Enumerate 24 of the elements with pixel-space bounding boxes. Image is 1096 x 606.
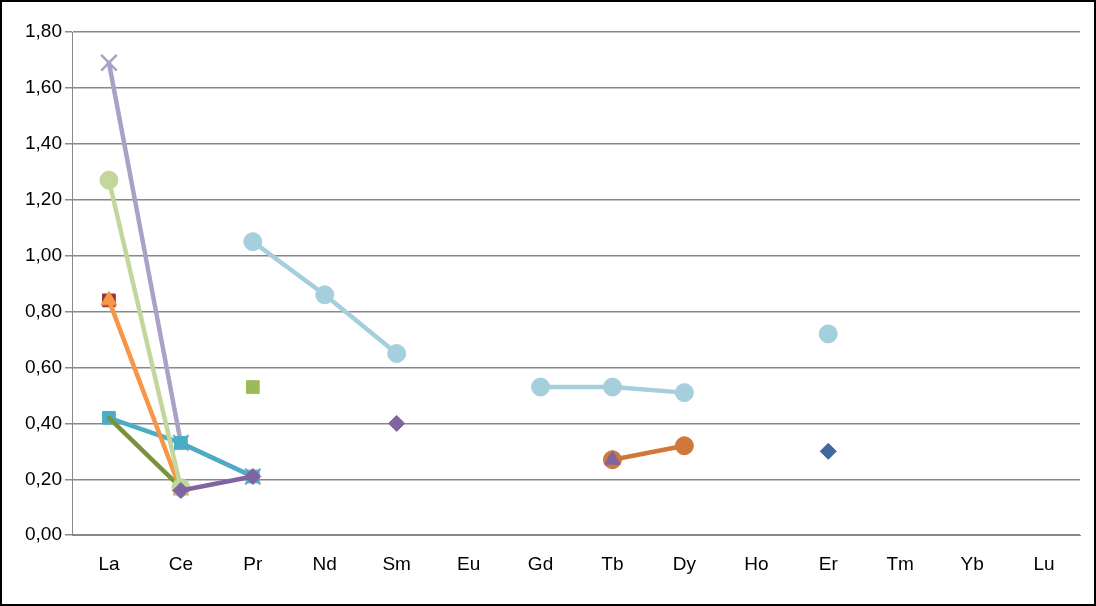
x-tick-label: Tm <box>886 552 914 574</box>
x-tick-label: Eu <box>456 552 481 574</box>
x-tick-label: Ho <box>744 552 769 574</box>
x-tick-label: La <box>98 552 120 574</box>
y-tick-label: 1,20 <box>25 187 62 209</box>
y-tick-label: 0,20 <box>25 467 62 489</box>
x-tick-label: Nd <box>312 552 337 574</box>
x-tick-label: Yb <box>960 552 984 574</box>
x-tick-label: Tb <box>601 552 624 574</box>
y-tick-label: 0,00 <box>25 523 62 545</box>
x-tick-label: Lu <box>1033 552 1055 574</box>
y-tick-label: 1,00 <box>25 243 62 265</box>
x-tick-label: Er <box>818 552 839 574</box>
y-tick-label: 1,60 <box>25 76 62 98</box>
x-tick-label: Gd <box>527 552 554 574</box>
y-tick-label: 1,80 <box>25 20 62 42</box>
y-tick-label: 1,40 <box>25 132 62 154</box>
y-tick-label: 0,80 <box>25 299 62 321</box>
y-tick-label: 0,60 <box>25 355 62 377</box>
x-tick-label: Dy <box>672 552 697 574</box>
x-tick-label: Sm <box>382 552 411 574</box>
y-tick-label: 0,40 <box>25 411 62 433</box>
x-tick-label: Pr <box>243 552 263 574</box>
x-tick-label: Ce <box>168 552 194 574</box>
